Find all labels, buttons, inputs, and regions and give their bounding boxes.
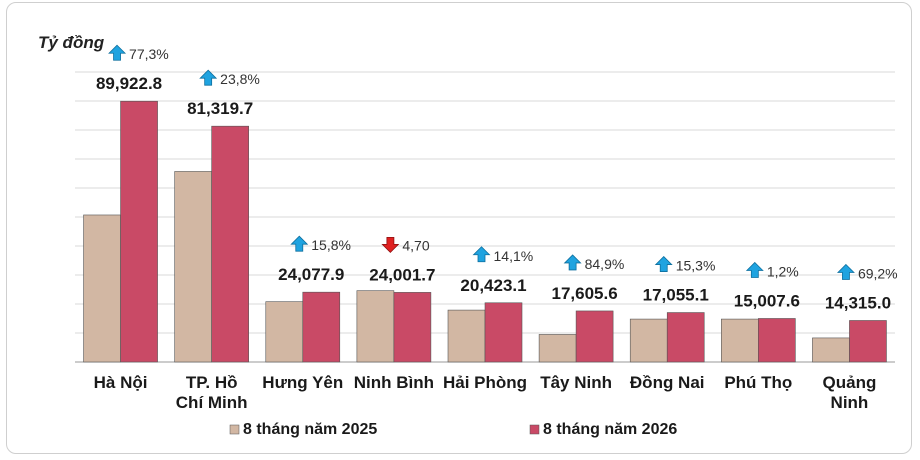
category-label: Chí Minh: [176, 393, 248, 412]
category-label: Hải Phòng: [443, 373, 527, 392]
change-percent: 84,9%: [585, 256, 625, 272]
bar-2026: [575, 310, 614, 363]
bar-2025: [812, 337, 850, 363]
category-label: Quảng: [823, 373, 877, 392]
category-label: Phú Thọ: [724, 373, 792, 392]
bar-2026: [211, 125, 249, 363]
value-label: 89,922.8: [96, 74, 162, 93]
bar-2025: [538, 334, 577, 363]
bar-2025: [174, 171, 212, 363]
bar-2025: [629, 318, 668, 363]
change-percent: 15,8%: [311, 237, 351, 253]
bar-2026: [393, 292, 432, 363]
arrow-up-icon: [108, 44, 127, 61]
arrow-up-icon: [836, 263, 855, 280]
change-percent: 4,70: [402, 237, 429, 253]
bar-2025: [721, 318, 759, 363]
category-label: TP. Hồ: [186, 373, 238, 392]
arrow-up-icon: [745, 261, 764, 278]
legend-label: 8 tháng năm 2026: [543, 421, 677, 438]
arrow-up-icon: [563, 254, 582, 271]
arrow-up-icon: [290, 235, 309, 252]
value-label: 81,319.7: [187, 99, 253, 118]
value-label: 20,423.1: [460, 276, 526, 295]
category-label: Hà Nội: [94, 373, 148, 392]
arrow-up-icon: [472, 246, 491, 263]
legend-label: 8 tháng năm 2025: [243, 421, 377, 438]
bar-2026: [758, 318, 796, 363]
change-percent: 15,3%: [676, 258, 716, 274]
bar-2026: [666, 312, 705, 363]
value-label: 15,007.6: [734, 291, 800, 310]
chart-frame: [6, 2, 912, 454]
value-label: 24,077.9: [278, 265, 344, 284]
value-label: 17,605.6: [552, 284, 618, 303]
value-label: 24,001.7: [369, 265, 435, 284]
change-percent: 1,2%: [767, 263, 799, 279]
bar-2026: [849, 320, 887, 363]
category-label: Đồng Nai: [630, 373, 705, 392]
category-label: Ninh: [831, 393, 869, 412]
arrow-up-icon: [654, 255, 673, 272]
category-label: Hưng Yên: [262, 373, 343, 392]
bar-2025: [447, 309, 486, 363]
change-percent: 69,2%: [858, 265, 898, 281]
arrow-down-icon: [381, 236, 400, 253]
change-percent: 77,3%: [129, 46, 169, 62]
bar-2025: [83, 214, 121, 363]
value-label: 17,055.1: [643, 286, 709, 305]
change-percent: 23,8%: [220, 71, 260, 87]
bar-2025: [356, 290, 395, 363]
bar-2025: [265, 301, 304, 363]
legend-swatch: [529, 424, 540, 435]
unit-label: Tỷ đồng: [38, 33, 105, 52]
change-percent: 14,1%: [494, 248, 534, 264]
bar-2026: [302, 291, 341, 363]
legend-swatch: [229, 424, 240, 435]
category-label: Tây Ninh: [540, 373, 612, 392]
arrow-up-icon: [199, 69, 218, 86]
bar-2026: [120, 100, 158, 363]
category-label: Ninh Bình: [354, 373, 434, 392]
value-label: 14,315.0: [825, 293, 891, 312]
bar-2026: [484, 302, 523, 363]
